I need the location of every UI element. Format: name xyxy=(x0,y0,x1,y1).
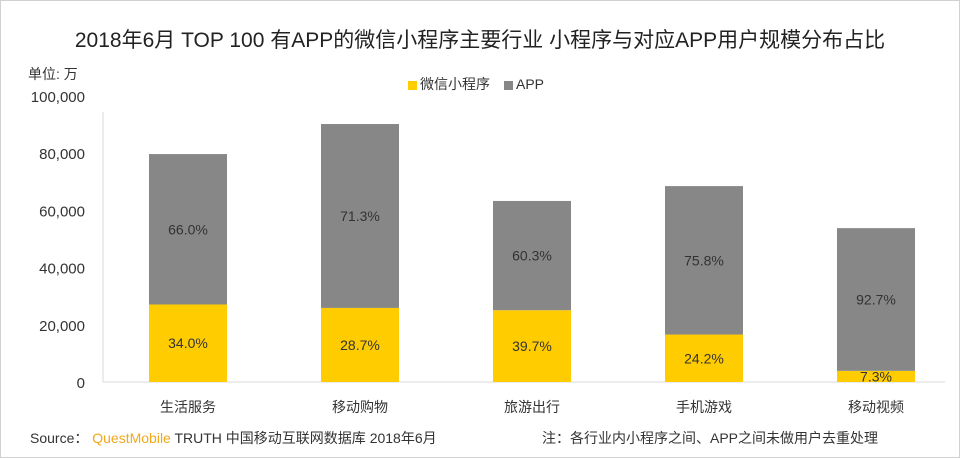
legend: 微信小程序 APP xyxy=(408,74,544,94)
bar-wechat xyxy=(321,307,399,382)
data-label: 92.7% xyxy=(856,291,896,307)
data-label: 71.3% xyxy=(340,208,380,224)
data-label: 66.0% xyxy=(168,221,208,237)
y-axis-unit: 单位: 万 xyxy=(28,66,78,82)
x-tick-label: 移动视频 xyxy=(848,399,904,415)
bar-app xyxy=(493,200,571,311)
x-tick-label: 移动购物 xyxy=(332,399,388,415)
bar-wechat xyxy=(149,304,227,382)
data-label: 39.7% xyxy=(512,338,552,354)
data-label: 24.2% xyxy=(684,350,724,366)
x-tick-label: 生活服务 xyxy=(160,399,216,415)
bar-wechat xyxy=(837,370,915,382)
data-label: 28.7% xyxy=(340,337,380,353)
legend-item-wechat: 微信小程序 xyxy=(408,74,490,94)
legend-swatch xyxy=(504,80,513,90)
questmobile-brand: QuestMobile xyxy=(92,430,171,446)
y-tick-label: 20,000 xyxy=(39,318,85,335)
data-label: 34.0% xyxy=(168,335,208,351)
bar-wechat xyxy=(493,310,571,382)
data-label: 60.3% xyxy=(512,248,552,264)
bar-app xyxy=(149,154,227,305)
y-tick-label: 100,000 xyxy=(31,89,85,106)
data-label: 7.3% xyxy=(860,368,892,384)
bar-wechat xyxy=(665,334,743,382)
y-tick-label: 80,000 xyxy=(39,146,85,163)
y-tick-label: 0 xyxy=(77,375,85,392)
legend-swatch xyxy=(408,80,417,90)
y-tick-label: 60,000 xyxy=(39,203,85,220)
x-tick-label: 手机游戏 xyxy=(676,399,732,415)
legend-item-app: APP xyxy=(504,76,544,92)
data-label: 75.8% xyxy=(684,252,724,268)
y-tick-label: 40,000 xyxy=(39,261,85,278)
bar-app xyxy=(837,228,915,371)
source-note: Source： QuestMobile TRUTH 中国移动互联网数据库 201… xyxy=(30,430,437,446)
bar-app xyxy=(665,186,743,335)
x-tick-label: 旅游出行 xyxy=(504,399,560,415)
bar-app xyxy=(321,124,399,308)
chart-title: 2018年6月 TOP 100 有APP的微信小程序主要行业 小程序与对应APP… xyxy=(74,29,886,52)
footnote: 注：各行业内小程序之间、APP之间未做用户去重处理 xyxy=(542,430,879,446)
